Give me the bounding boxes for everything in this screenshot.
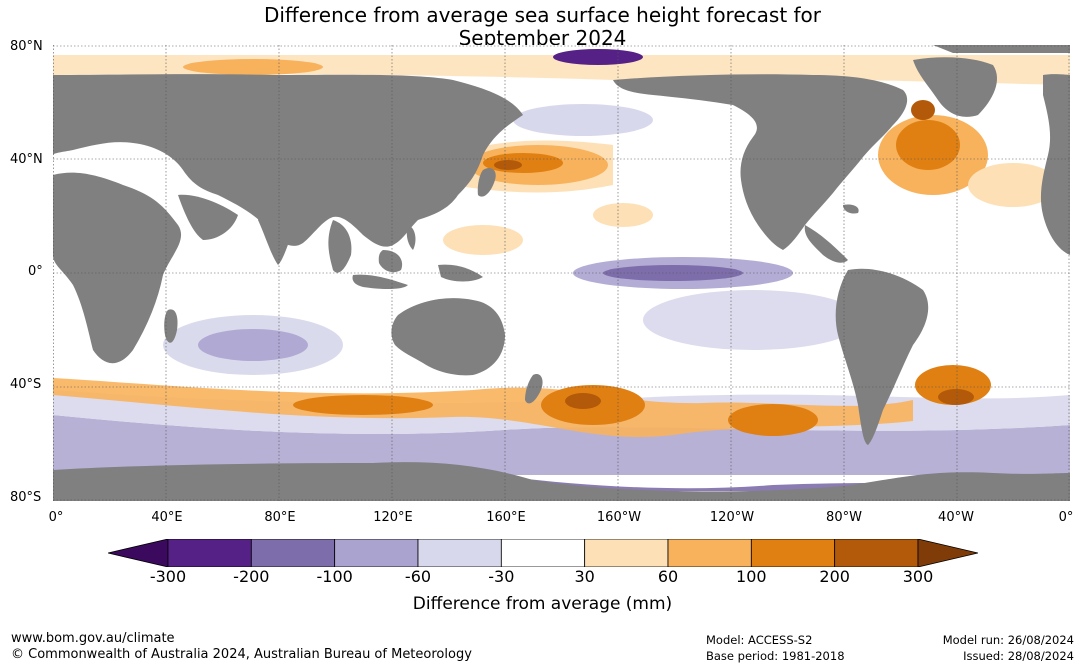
- colorbar: [108, 539, 978, 567]
- lat-label-80s: 80°S: [10, 490, 42, 505]
- japan: [477, 168, 496, 197]
- subtropical-atlantic-positive: [968, 163, 1058, 207]
- footer-issued: Issued: 28/08/2024: [963, 649, 1074, 663]
- lon-label-0-left: 0°: [48, 510, 64, 525]
- new-zealand: [525, 374, 543, 404]
- south-america: [835, 268, 929, 445]
- lat-label-40s: 40°S: [10, 377, 42, 392]
- colorbar-segments: [108, 539, 978, 567]
- africa: [53, 172, 182, 364]
- colorbar-tick-label: 300: [902, 567, 934, 586]
- colorbar-box: [167, 539, 252, 567]
- colorbar-box: [417, 539, 502, 567]
- colorbar-tick-label: -30: [488, 567, 515, 586]
- central-america: [804, 225, 848, 263]
- barents-positive: [183, 59, 323, 75]
- kuroshio-positive-core: [483, 153, 563, 173]
- indian-ocean-negative-core: [198, 329, 308, 361]
- lat-label-80n: 80°N: [10, 39, 43, 54]
- indonesia-west: [352, 274, 408, 290]
- colorbar-box: [750, 539, 836, 567]
- footer-model-run: Model run: 26/08/2024: [942, 633, 1074, 647]
- lon-label-40e: 40°E: [151, 510, 183, 525]
- southern-positive-band: [53, 378, 913, 438]
- colorbar-tick-label: -300: [149, 567, 187, 586]
- footer-model: Model: ACCESS-S2: [706, 633, 813, 647]
- colorbar-tick-label: 200: [819, 567, 850, 586]
- colorbar-tick-label: -60: [404, 567, 432, 586]
- lon-label-0-right: 0°: [1058, 510, 1074, 525]
- europe-right-edge: [1040, 74, 1070, 255]
- graticule: [53, 45, 1070, 501]
- title-line-2: September 2024: [458, 26, 627, 50]
- east-pacific-negative: [643, 290, 863, 350]
- lat-label-0: 0°: [28, 264, 43, 279]
- lat-label-40n: 40°N: [10, 152, 43, 167]
- southern-ocean-negative-band: [53, 415, 1070, 475]
- lon-label-160e: 160°E: [486, 510, 526, 525]
- southeast-pacific-positive: [728, 404, 818, 436]
- south-pacific-positive-center: [565, 393, 601, 409]
- australia: [391, 298, 505, 376]
- arabia: [178, 194, 238, 240]
- eurasia: [53, 74, 523, 247]
- gulf-stream-positive-core: [896, 120, 960, 170]
- antarctica: [53, 462, 1070, 501]
- colorbar-box: [584, 539, 669, 567]
- colorbar-extend-low: [108, 539, 169, 567]
- colorbar-tick-label: 60: [657, 567, 679, 586]
- anomaly-fields: [53, 49, 1070, 491]
- footer-base-period: Base period: 1981-2018: [706, 649, 845, 663]
- colorbar-box: [667, 539, 752, 567]
- colorbar-label: Difference from average (mm): [412, 594, 673, 614]
- lon-label-80e: 80°E: [264, 510, 296, 525]
- indian-southern-positive: [293, 395, 433, 415]
- colorbar-tick-label: 100: [736, 567, 767, 586]
- greenland: [913, 57, 998, 117]
- lon-label-120w: 120°W: [709, 510, 755, 525]
- west-pacific-positive: [443, 225, 523, 255]
- colorbar-tick-label: -100: [316, 567, 353, 586]
- north-pacific-negative: [513, 104, 653, 136]
- borneo: [378, 250, 403, 273]
- colorbar-box: [334, 539, 419, 567]
- north-america: [613, 74, 908, 250]
- lon-label-80w: 80°W: [826, 510, 862, 525]
- colorbar-extend-high: [917, 539, 978, 567]
- colorbar-box: [250, 539, 336, 567]
- map-canvas: [53, 45, 1070, 501]
- lon-label-40w: 40°W: [938, 510, 974, 525]
- chart-title: Difference from average sea surface heig…: [0, 4, 1085, 50]
- philippines: [406, 225, 416, 250]
- footer-url[interactable]: www.bom.gov.au/climate: [11, 631, 175, 646]
- arctic-negative-patch: [553, 49, 643, 65]
- gulf-stream-positive-center: [911, 100, 935, 120]
- india: [258, 205, 294, 265]
- sea-surface-height-map: [53, 45, 1070, 501]
- caribbean-islands: [843, 204, 859, 214]
- colorbar-tick-label: 30: [574, 567, 595, 586]
- kuroshio-positive-center: [494, 160, 522, 170]
- land: [53, 45, 1070, 501]
- footer-copyright: © Commonwealth of Australia 2024, Austra…: [11, 647, 472, 662]
- lon-label-120e: 120°E: [373, 510, 413, 525]
- madagascar: [164, 309, 178, 343]
- south-atlantic-positive-center: [938, 389, 974, 405]
- central-north-pacific-positive: [593, 203, 653, 227]
- lon-label-160w: 160°W: [596, 510, 642, 525]
- title-line-1: Difference from average sea surface heig…: [263, 3, 822, 27]
- colorbar-tick-label: -200: [233, 567, 270, 586]
- arctic-landmass: [53, 45, 1070, 53]
- colorbar-box: [834, 539, 919, 567]
- indochina: [328, 220, 352, 273]
- colorbar-box: [500, 539, 586, 567]
